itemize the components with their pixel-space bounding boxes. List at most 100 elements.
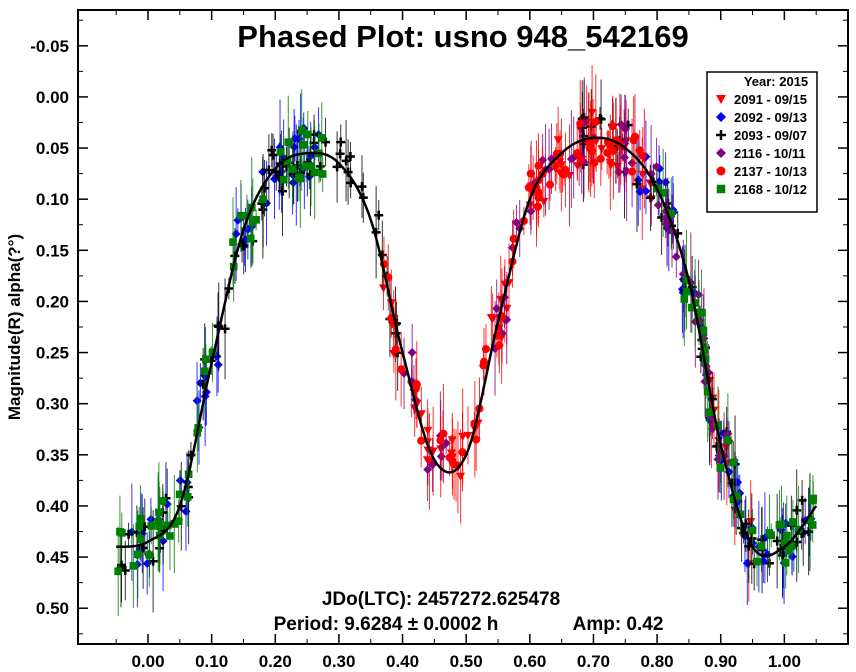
data-point xyxy=(279,175,288,184)
data-point xyxy=(573,148,582,158)
series-2168 - 10/12 xyxy=(114,89,818,617)
data-point xyxy=(135,522,144,531)
data-point xyxy=(767,531,776,540)
data-point xyxy=(566,154,576,164)
data-point xyxy=(423,465,433,475)
data-point xyxy=(732,491,740,500)
y-tick-label: 0.10 xyxy=(36,190,69,209)
data-point xyxy=(147,522,156,530)
data-point xyxy=(297,126,306,134)
data-point xyxy=(492,304,502,314)
data-point xyxy=(318,170,327,178)
data-point xyxy=(200,367,209,376)
data-point xyxy=(782,531,791,540)
data-point xyxy=(246,234,255,243)
legend-item: 2168 - 10/12 xyxy=(716,182,807,197)
data-point xyxy=(248,218,257,226)
legend-marker xyxy=(716,95,726,104)
data-point xyxy=(267,145,277,155)
x-tick-label: 0.30 xyxy=(322,652,355,671)
data-point xyxy=(748,526,757,535)
data-point xyxy=(691,299,699,307)
data-point xyxy=(170,520,179,528)
legend-item: 2092 - 09/13 xyxy=(716,110,807,125)
data-point xyxy=(694,290,704,300)
data-point xyxy=(596,154,605,163)
legend-item: 2093 - 09/07 xyxy=(716,128,807,143)
data-point xyxy=(652,162,662,172)
legend-item: 2137 - 10/13 xyxy=(716,164,807,179)
data-point xyxy=(576,119,585,128)
data-point xyxy=(315,161,325,171)
fit-curve xyxy=(116,136,818,558)
legend-label: 2168 - 10/12 xyxy=(734,182,807,197)
data-point xyxy=(268,150,278,160)
data-point xyxy=(576,155,585,164)
data-point xyxy=(299,141,308,149)
data-point xyxy=(284,138,293,147)
data-point xyxy=(591,117,600,126)
y-tick-label: 0.30 xyxy=(36,395,69,414)
legend-marker xyxy=(716,184,726,194)
data-point xyxy=(608,122,617,131)
y-tick-label: 0.15 xyxy=(36,241,69,260)
data-point xyxy=(682,275,691,284)
data-point xyxy=(317,134,326,142)
data-point xyxy=(629,136,638,145)
data-point xyxy=(445,453,454,462)
x-tick-label: 0.40 xyxy=(386,652,419,671)
data-point xyxy=(259,195,267,204)
data-point xyxy=(163,521,172,530)
amplitude-annotation: Amp: 0.42 xyxy=(573,614,664,635)
data-point xyxy=(635,187,645,197)
data-point xyxy=(724,436,732,445)
data-point xyxy=(276,148,285,156)
data-point xyxy=(697,308,706,317)
y-tick-label: 0.45 xyxy=(36,548,69,567)
data-point xyxy=(560,170,569,179)
legend-label: 2137 - 10/13 xyxy=(734,164,807,179)
data-point xyxy=(804,527,814,537)
data-point xyxy=(310,168,319,177)
data-point xyxy=(603,148,612,157)
data-point xyxy=(661,177,671,187)
x-tick-label: 0.20 xyxy=(259,652,292,671)
data-point xyxy=(705,408,713,417)
data-point xyxy=(806,515,814,524)
legend-marker xyxy=(716,148,726,158)
data-point xyxy=(158,497,167,505)
y-tick-label: 0.35 xyxy=(36,446,69,465)
x-tick-label: 0.70 xyxy=(577,652,610,671)
data-point xyxy=(436,436,445,445)
data-point xyxy=(229,238,237,246)
data-point xyxy=(208,348,217,357)
y-axis-label: Magnitude(R) alpha(?°) xyxy=(5,234,24,420)
y-tick-label: 0.00 xyxy=(36,88,69,107)
data-point xyxy=(797,495,807,505)
legend: Year: 2015 2091 - 09/15 2092 - 09/13 2093 … xyxy=(706,71,818,213)
x-tick-label: 0.80 xyxy=(641,652,674,671)
data-point xyxy=(787,542,796,550)
x-tick-label: 1.00 xyxy=(768,652,801,671)
data-point xyxy=(220,324,230,334)
data-point xyxy=(789,518,797,526)
data-point xyxy=(114,567,123,576)
data-point xyxy=(700,346,709,355)
data-point xyxy=(417,436,426,445)
data-point xyxy=(667,209,676,218)
data-point xyxy=(546,180,555,189)
data-point xyxy=(129,562,138,570)
data-point xyxy=(166,532,174,540)
data-point xyxy=(609,146,618,155)
data-point xyxy=(243,211,251,220)
data-point xyxy=(332,162,342,172)
data-point xyxy=(671,252,681,262)
data-point xyxy=(307,162,315,171)
data-point xyxy=(757,542,766,551)
data-point xyxy=(213,360,223,370)
data-point xyxy=(237,211,245,220)
data-point xyxy=(183,492,192,501)
epoch-annotation: JDo(LTC): 2457272.625478 xyxy=(322,589,560,610)
data-point xyxy=(509,234,518,243)
